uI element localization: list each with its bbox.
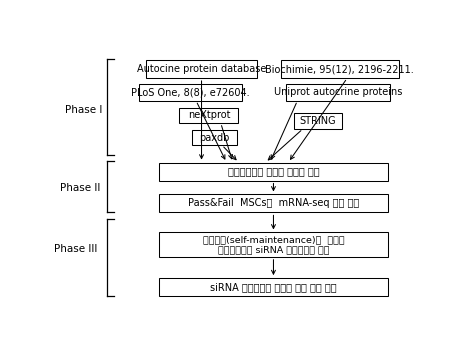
- Text: siRNA 라이브러리 검증을 위한 조건 확립: siRNA 라이브러리 검증을 위한 조건 확립: [210, 282, 337, 292]
- Text: 자가유지(self-maintenance)와  관련된
자가분비인자 siRNA 라이브러리 도출: 자가유지(self-maintenance)와 관련된 자가분비인자 siRNA…: [203, 235, 344, 254]
- Text: paxdb: paxdb: [199, 132, 229, 142]
- FancyBboxPatch shape: [192, 130, 237, 145]
- FancyBboxPatch shape: [146, 60, 257, 78]
- Text: Pass&Fail  MSCs의  mRNA-seq 결과 분석: Pass&Fail MSCs의 mRNA-seq 결과 분석: [188, 198, 359, 208]
- FancyBboxPatch shape: [179, 108, 238, 123]
- Text: neXtprot: neXtprot: [188, 110, 230, 120]
- FancyBboxPatch shape: [294, 114, 342, 129]
- Text: PLoS One, 8(8), e72604.: PLoS One, 8(8), e72604.: [131, 87, 250, 97]
- Text: STRING: STRING: [299, 116, 336, 126]
- Text: Biochimie, 95(12), 2196-2211.: Biochimie, 95(12), 2196-2211.: [266, 64, 414, 74]
- FancyBboxPatch shape: [159, 162, 388, 180]
- FancyBboxPatch shape: [281, 60, 399, 78]
- Text: 자가분비인자 데이터 베이스 구축: 자가분비인자 데이터 베이스 구축: [228, 167, 319, 177]
- FancyBboxPatch shape: [139, 84, 242, 101]
- Text: Autocine protein database: Autocine protein database: [137, 64, 266, 74]
- Text: Phase I: Phase I: [65, 106, 102, 116]
- Text: Uniprot autocrine proteins: Uniprot autocrine proteins: [274, 87, 402, 97]
- FancyBboxPatch shape: [287, 84, 390, 101]
- FancyBboxPatch shape: [159, 233, 388, 257]
- Text: Phase III: Phase III: [54, 244, 98, 254]
- FancyBboxPatch shape: [159, 278, 388, 296]
- Text: Phase II: Phase II: [60, 183, 100, 193]
- FancyBboxPatch shape: [159, 195, 388, 213]
